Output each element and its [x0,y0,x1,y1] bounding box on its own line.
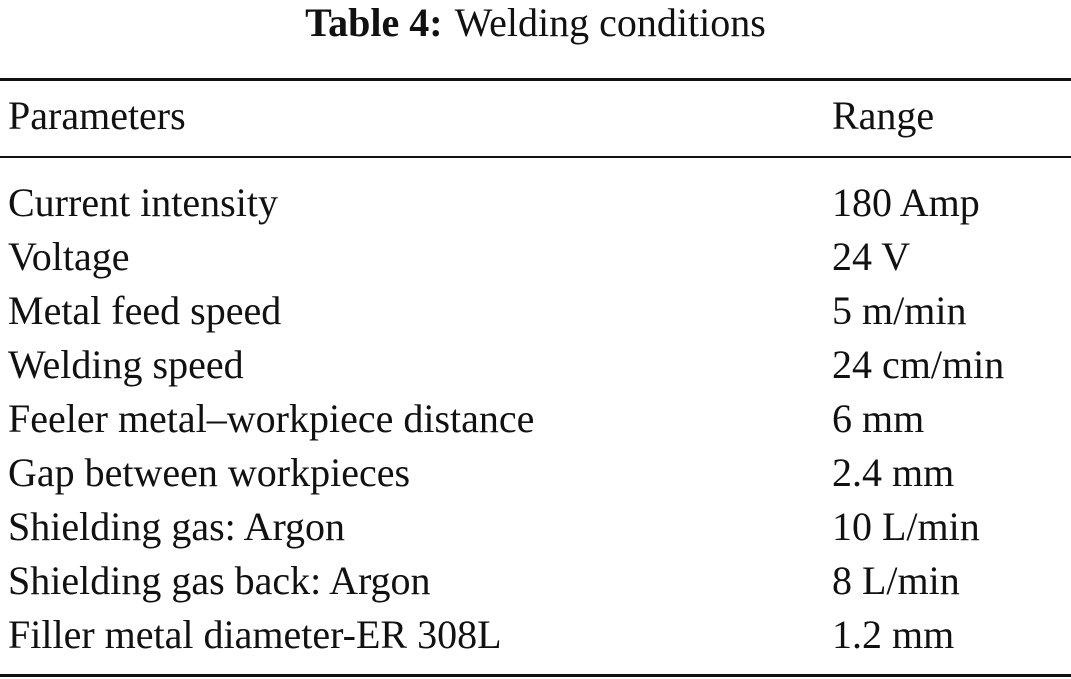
parameter-cell: Metal feed speed [8,288,282,333]
range-cell: 1.2 mm [832,612,955,657]
parameter-cell: Voltage [8,234,130,279]
header-cell: Range [832,93,935,138]
range-cell: 24 cm/min [832,342,1005,387]
top-rule [0,78,1071,81]
range-cell: 24 V [832,234,911,279]
range-cell: 2.4 mm [832,450,955,495]
range-cell: 6 mm [832,396,925,441]
range-cell: 8 L/min [832,558,960,603]
range-cell: 5 m/min [832,288,967,333]
parameter-cell: Feeler metal–workpiece distance [8,396,535,441]
parameter-cell: Current intensity [8,180,278,225]
bottom-rule [0,674,1071,677]
header-rule [0,156,1071,158]
parameter-cell: Shielding gas: Argon [8,504,346,549]
table-label: Table 4: [305,0,443,45]
range-cell: 10 L/min [832,504,980,549]
parameter-cell: Shielding gas back: Argon [8,558,431,603]
range-cell: 180 Amp [832,180,980,225]
parameter-cell: Welding speed [8,342,244,387]
parameter-cell: Gap between workpieces [8,450,411,495]
header-cell: Parameters [8,93,186,138]
table-title: Table 4: Welding conditions [0,0,1071,46]
parameter-cell: Filler metal diameter-ER 308L [8,612,502,657]
table-caption: Welding conditions [454,0,766,45]
